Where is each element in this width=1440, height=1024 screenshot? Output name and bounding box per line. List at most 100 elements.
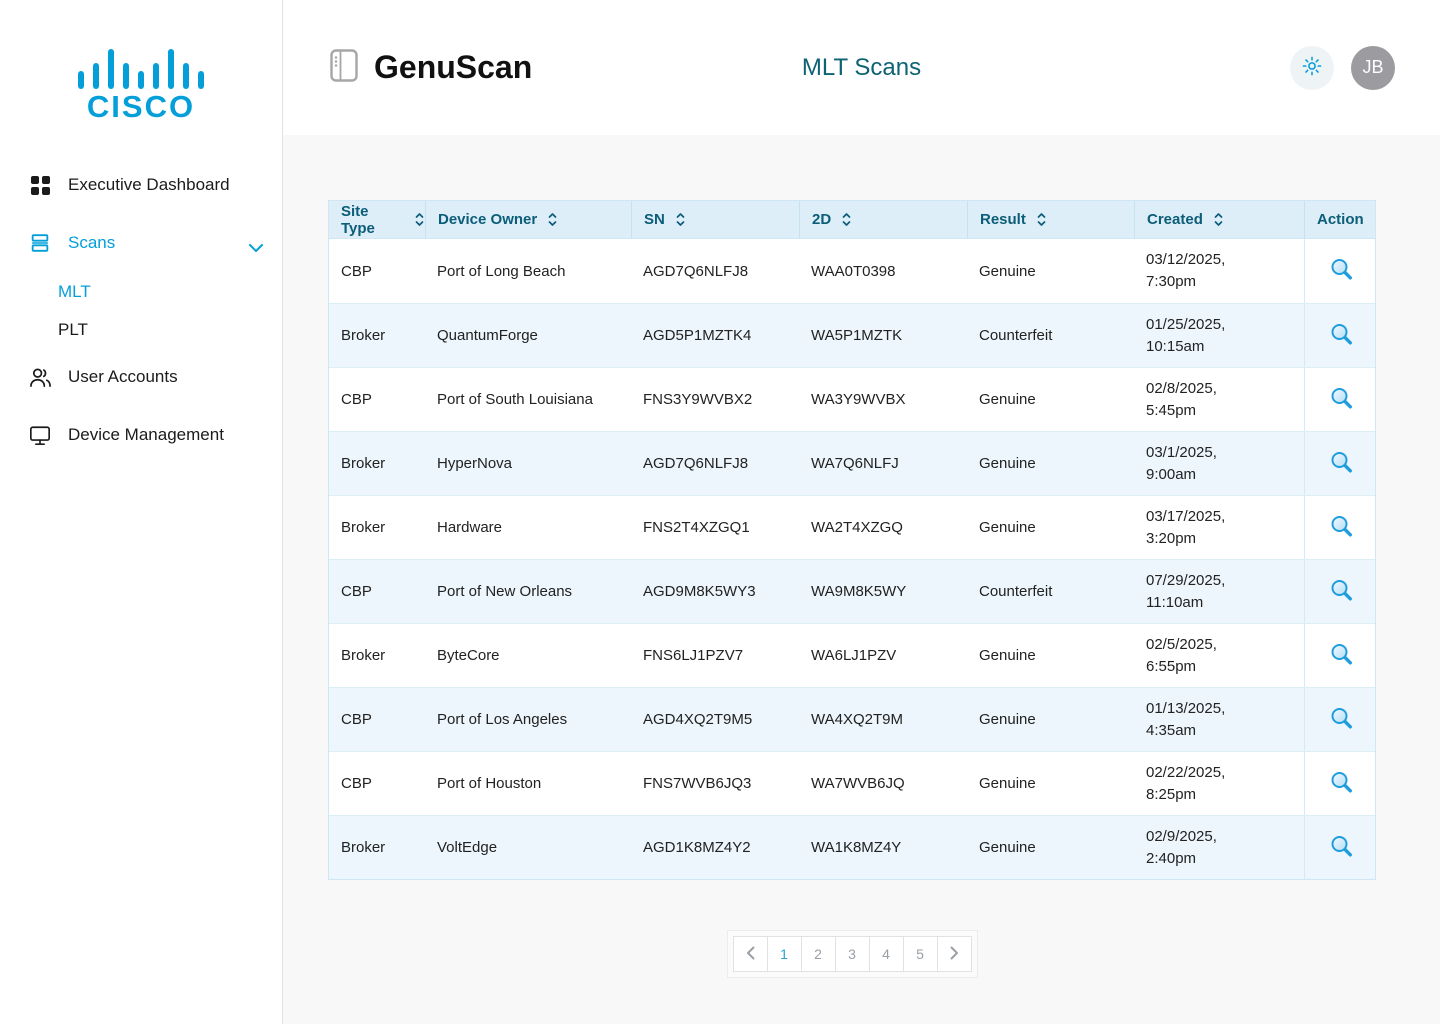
2d-value: WA2T4XZGQ [811, 519, 903, 536]
cell-result: Counterfeit [967, 560, 1134, 623]
sort-icon[interactable] [414, 212, 425, 227]
magnifier-icon [1328, 513, 1355, 543]
sn-value: AGD5P1MZTK4 [643, 327, 752, 344]
sort-icon[interactable] [1213, 212, 1224, 227]
column-header[interactable]: SN [631, 201, 799, 238]
column-header-label: Device Owner [438, 211, 538, 228]
table-row: CBP Port of Los Angeles AGD4XQ2T9M5 WA4X… [329, 687, 1375, 751]
cell-2d: WA7Q6NLFJ [799, 432, 967, 495]
cell-site-type: CBP [329, 752, 425, 815]
table-row: CBP Port of Houston FNS7WVB6JQ3 WA7WVB6J… [329, 751, 1375, 815]
sort-icon[interactable] [841, 212, 852, 227]
cisco-logo-text: CISCO [87, 89, 195, 120]
cell-created: 02/5/2025, 6:55pm [1134, 624, 1304, 687]
pagination-page-button[interactable]: 3 [834, 936, 870, 972]
view-scan-button[interactable] [1328, 577, 1355, 607]
cell-device-owner: QuantumForge [425, 304, 631, 367]
sidebar-item-label: User Accounts [68, 367, 178, 386]
device-owner-value: Port of Houston [437, 775, 542, 792]
monitor-icon [28, 425, 52, 446]
cell-action [1304, 560, 1377, 623]
cell-site-type: Broker [329, 432, 425, 495]
device-owner-value: Port of Long Beach [437, 262, 566, 280]
cell-sn: AGD7Q6NLFJ8 [631, 432, 799, 495]
sidebar-item-mlt[interactable]: MLT [58, 282, 91, 301]
2d-value: WAA0T0398 [811, 262, 896, 280]
site-type-value: Broker [341, 327, 386, 344]
pagination-prev-button[interactable] [732, 936, 768, 972]
cell-device-owner: Port of New Orleans [425, 560, 631, 623]
cell-sn: FNS3Y9WVBX2 [631, 368, 799, 431]
created-value: 01/25/2025, 10:15am [1146, 315, 1226, 355]
view-scan-button[interactable] [1328, 641, 1355, 671]
sn-value: FNS2T4XZGQ1 [643, 519, 750, 536]
column-header-label: 2D [812, 211, 832, 228]
sidebar-item-plt[interactable]: PLT [58, 320, 88, 339]
pagination-next-button[interactable] [936, 936, 972, 972]
sidebar-item-device-management[interactable]: Device Management [28, 421, 282, 449]
cell-sn: FNS2T4XZGQ1 [631, 496, 799, 559]
column-header[interactable]: Action [1304, 201, 1377, 238]
column-header[interactable]: Result [967, 201, 1134, 238]
chevron-left-icon [746, 946, 755, 963]
cell-action [1304, 368, 1377, 431]
site-type-value: CBP [341, 583, 372, 600]
cell-2d: WAA0T0398 [799, 239, 967, 303]
cell-2d: WA2T4XZGQ [799, 496, 967, 559]
sort-icon[interactable] [675, 212, 686, 227]
chevron-down-icon[interactable] [248, 238, 264, 258]
sidebar-item-scans[interactable]: Scans [28, 229, 282, 257]
sn-value: FNS6LJ1PZV7 [643, 647, 744, 664]
view-scan-button[interactable] [1328, 321, 1355, 351]
pagination-page-button[interactable]: 4 [868, 936, 904, 972]
view-scan-button[interactable] [1328, 513, 1355, 543]
cell-site-type: Broker [329, 304, 425, 367]
content-area: Site Type Device Owner [283, 135, 1440, 1024]
sn-value: AGD7Q6NLFJ8 [643, 455, 749, 472]
sort-icon[interactable] [1036, 212, 1047, 227]
settings-button[interactable] [1290, 45, 1334, 90]
cell-result: Counterfeit [967, 304, 1134, 367]
user-avatar[interactable]: JB [1351, 45, 1395, 90]
view-scan-button[interactable] [1328, 705, 1355, 735]
column-header[interactable]: 2D [799, 201, 967, 238]
column-header[interactable]: Site Type [329, 201, 425, 238]
device-owner-value: VoltEdge [437, 839, 498, 856]
sidebar-item-executive-dashboard[interactable]: Executive Dashboard [28, 171, 282, 199]
device-owner-value: Port of New Orleans [437, 583, 573, 600]
pagination-page-button[interactable]: 2 [800, 936, 836, 972]
view-scan-button[interactable] [1328, 449, 1355, 479]
cell-device-owner: Port of Houston [425, 752, 631, 815]
result-value: Genuine [979, 262, 1036, 280]
cell-2d: WA9M8K5WY [799, 560, 967, 623]
cell-result: Genuine [967, 368, 1134, 431]
created-value: 02/5/2025, 6:55pm [1146, 635, 1217, 675]
magnifier-icon [1328, 705, 1355, 735]
device-owner-value: Port of South Louisiana [437, 391, 593, 408]
magnifier-icon [1328, 641, 1355, 671]
column-header[interactable]: Created [1134, 201, 1304, 238]
cell-sn: AGD4XQ2T9M5 [631, 688, 799, 751]
sidebar-item-label: Executive Dashboard [68, 175, 230, 194]
column-header[interactable]: Device Owner [425, 201, 631, 238]
cell-device-owner: Port of Los Angeles [425, 688, 631, 751]
view-scan-button[interactable] [1328, 769, 1355, 799]
pagination-page-button[interactable]: 5 [902, 936, 938, 972]
magnifier-icon [1328, 256, 1355, 286]
sort-icon[interactable] [547, 212, 558, 227]
view-scan-button[interactable] [1328, 833, 1355, 863]
view-scan-button[interactable] [1328, 385, 1355, 415]
gear-icon [1301, 55, 1323, 80]
table-row: Broker HyperNova AGD7Q6NLFJ8 WA7Q6NLFJ [329, 431, 1375, 495]
sidebar-item-user-accounts[interactable]: User Accounts [28, 363, 282, 391]
cisco-bars-icon: CISCO [78, 49, 204, 124]
cell-2d: WA6LJ1PZV [799, 624, 967, 687]
pagination-page-button[interactable]: 1 [766, 936, 802, 972]
table-row: Broker QuantumForge AGD5P1MZTK4 WA5P1MZT… [329, 303, 1375, 367]
magnifier-icon [1328, 769, 1355, 799]
cell-result: Genuine [967, 432, 1134, 495]
sn-value: FNS7WVB6JQ3 [643, 775, 752, 792]
cell-created: 03/1/2025, 9:00am [1134, 432, 1304, 495]
view-scan-button[interactable] [1328, 256, 1355, 286]
2d-value: WA3Y9WVBX [811, 391, 906, 408]
